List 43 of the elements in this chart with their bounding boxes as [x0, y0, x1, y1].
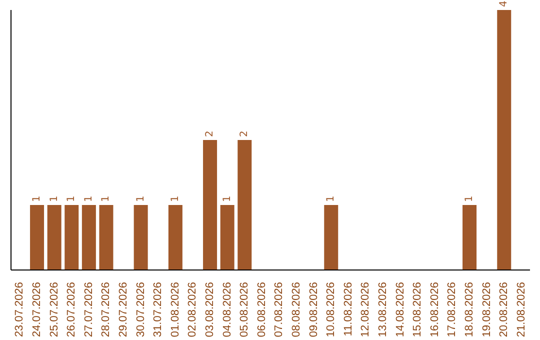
x-tick-label: 08.08.2026: [290, 282, 302, 338]
x-tick-label: 26.07.2026: [66, 282, 78, 338]
data-label: 1: [83, 196, 94, 202]
x-tick-label: 11.08.2026: [342, 282, 354, 336]
x-tick-label: 20.08.2026: [498, 282, 510, 338]
x-tick-label: 19.08.2026: [480, 282, 493, 338]
x-tick-label: 27.07.2026: [82, 282, 95, 338]
x-tick-label: 28.07.2026: [100, 282, 112, 338]
x-tick-label: 05.08.2026: [238, 282, 251, 338]
x-tick-label: 25.07.2026: [48, 282, 60, 338]
data-label: 1: [100, 196, 112, 202]
x-tick-label: 14.08.2026: [394, 282, 406, 338]
x-tick-label: 03.08.2026: [204, 282, 216, 338]
x-tick-label: 30.07.2026: [134, 282, 147, 338]
x-tick-label: 06.08.2026: [256, 282, 268, 338]
x-tick-label: 23.07.2026: [14, 282, 26, 338]
x-tick-label: 09.08.2026: [308, 282, 320, 338]
data-label: 1: [48, 196, 60, 202]
data-label: 1: [66, 196, 78, 202]
data-label: 4: [498, 0, 510, 7]
x-tick-label: 13.08.2026: [376, 282, 389, 338]
x-tick-label: 16.08.2026: [428, 282, 441, 338]
x-tick-label: 21.08.2026: [515, 282, 528, 338]
x-tick-label: 04.08.2026: [221, 282, 234, 338]
data-label: 1: [222, 196, 233, 202]
data-label: 1: [32, 196, 43, 202]
x-tick-label: 01.08.2026: [169, 282, 182, 338]
data-label: 2: [239, 130, 250, 137]
x-tick-label: 29.07.2026: [117, 282, 130, 338]
x-tick-label: 12.08.2026: [360, 282, 372, 338]
data-label: 1: [326, 196, 337, 202]
x-tick-label: 31.07.2026: [152, 282, 164, 338]
data-label: 1: [464, 196, 476, 202]
data-label: 2: [204, 130, 216, 137]
x-tick-label: 17.08.2026: [446, 282, 458, 338]
x-tick-label: 07.08.2026: [273, 282, 286, 338]
x-tick-label: 18.08.2026: [463, 282, 476, 338]
x-tick-label: 15.08.2026: [412, 282, 424, 338]
data-label: 1: [135, 196, 146, 202]
data-label: 1: [170, 196, 181, 202]
x-tick-label: 02.08.2026: [186, 282, 199, 338]
x-tick-label: 24.07.2026: [30, 282, 43, 338]
x-tick-label: 10.08.2026: [325, 282, 338, 338]
